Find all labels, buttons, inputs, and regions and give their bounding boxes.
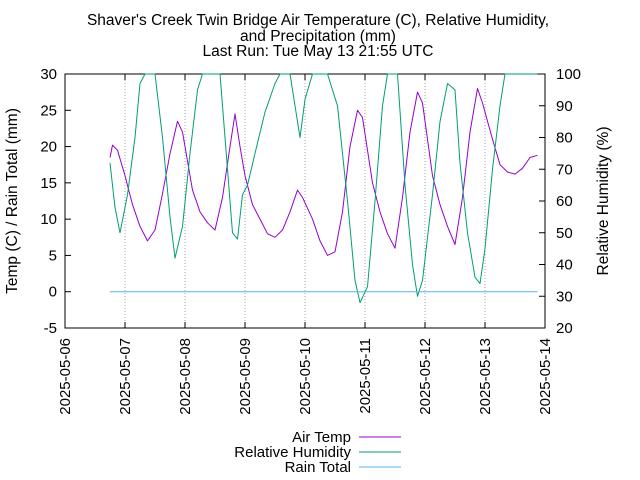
series-layer [109,73,538,304]
y2-tick-label: 30 [556,288,573,305]
y2-tick-label: 100 [556,66,581,83]
axis-ticks: 2025-05-06 2025-05-07 2025-05-08 2025-05-09… [40,66,581,415]
y2-tick-label: 50 [556,225,573,242]
y-tick-label: 15 [40,175,57,192]
legend-label-rain-total: Rain Total [285,459,351,476]
y-tick-label: 5 [49,247,57,264]
y2-tick-label: 60 [556,193,573,210]
y2-axis-title: Relative Humidity (%) [595,126,612,275]
x-tick-label: 2025-05-10 [297,338,314,415]
y2-tick-label: 90 [556,98,573,115]
y2-tick-label: 20 [556,320,573,337]
y-tick-label: 30 [40,66,57,83]
y-tick-label: 25 [40,102,57,119]
x-tick-label: 2025-05-09 [237,338,254,415]
y2-tick-label: 70 [556,161,573,178]
y2-tick-label: 80 [556,130,573,147]
y-tick-label: 20 [40,139,57,156]
x-tick-label: 2025-05-12 [417,338,434,415]
x-tick-label: 2025-05-07 [117,338,134,415]
x-tick-label: 2025-05-06 [57,338,74,415]
chart-title-line2: and Precipitation (mm) [240,28,396,45]
legend-label-relative-humidity: Relative Humidity [234,444,351,461]
x-tick-label: 2025-05-11 [357,338,374,414]
chart-title: Shaver's Creek Twin Bridge Air Temperatu… [87,12,549,60]
chart-subtitle: Last Run: Tue May 13 21:55 UTC [203,43,434,60]
y-tick-label: 10 [40,211,57,228]
x-tick-label: 2025-05-14 [537,338,554,415]
x-tick-label: 2025-05-08 [177,338,194,415]
y-tick-label: 0 [49,284,57,301]
grid [124,74,486,328]
x-tick-label: 2025-05-13 [477,338,494,415]
series-line-air-temp [109,88,538,256]
y2-tick-label: 40 [556,257,573,274]
y-axis-title: Temp (C) / Rain Total (mm) [4,108,21,294]
chart-title-line1: Shaver's Creek Twin Bridge Air Temperatu… [87,12,549,29]
y-tick-label: -5 [44,320,57,337]
legend-label-air-temp: Air Temp [292,429,351,446]
series-line-relative-humidity [109,73,538,304]
